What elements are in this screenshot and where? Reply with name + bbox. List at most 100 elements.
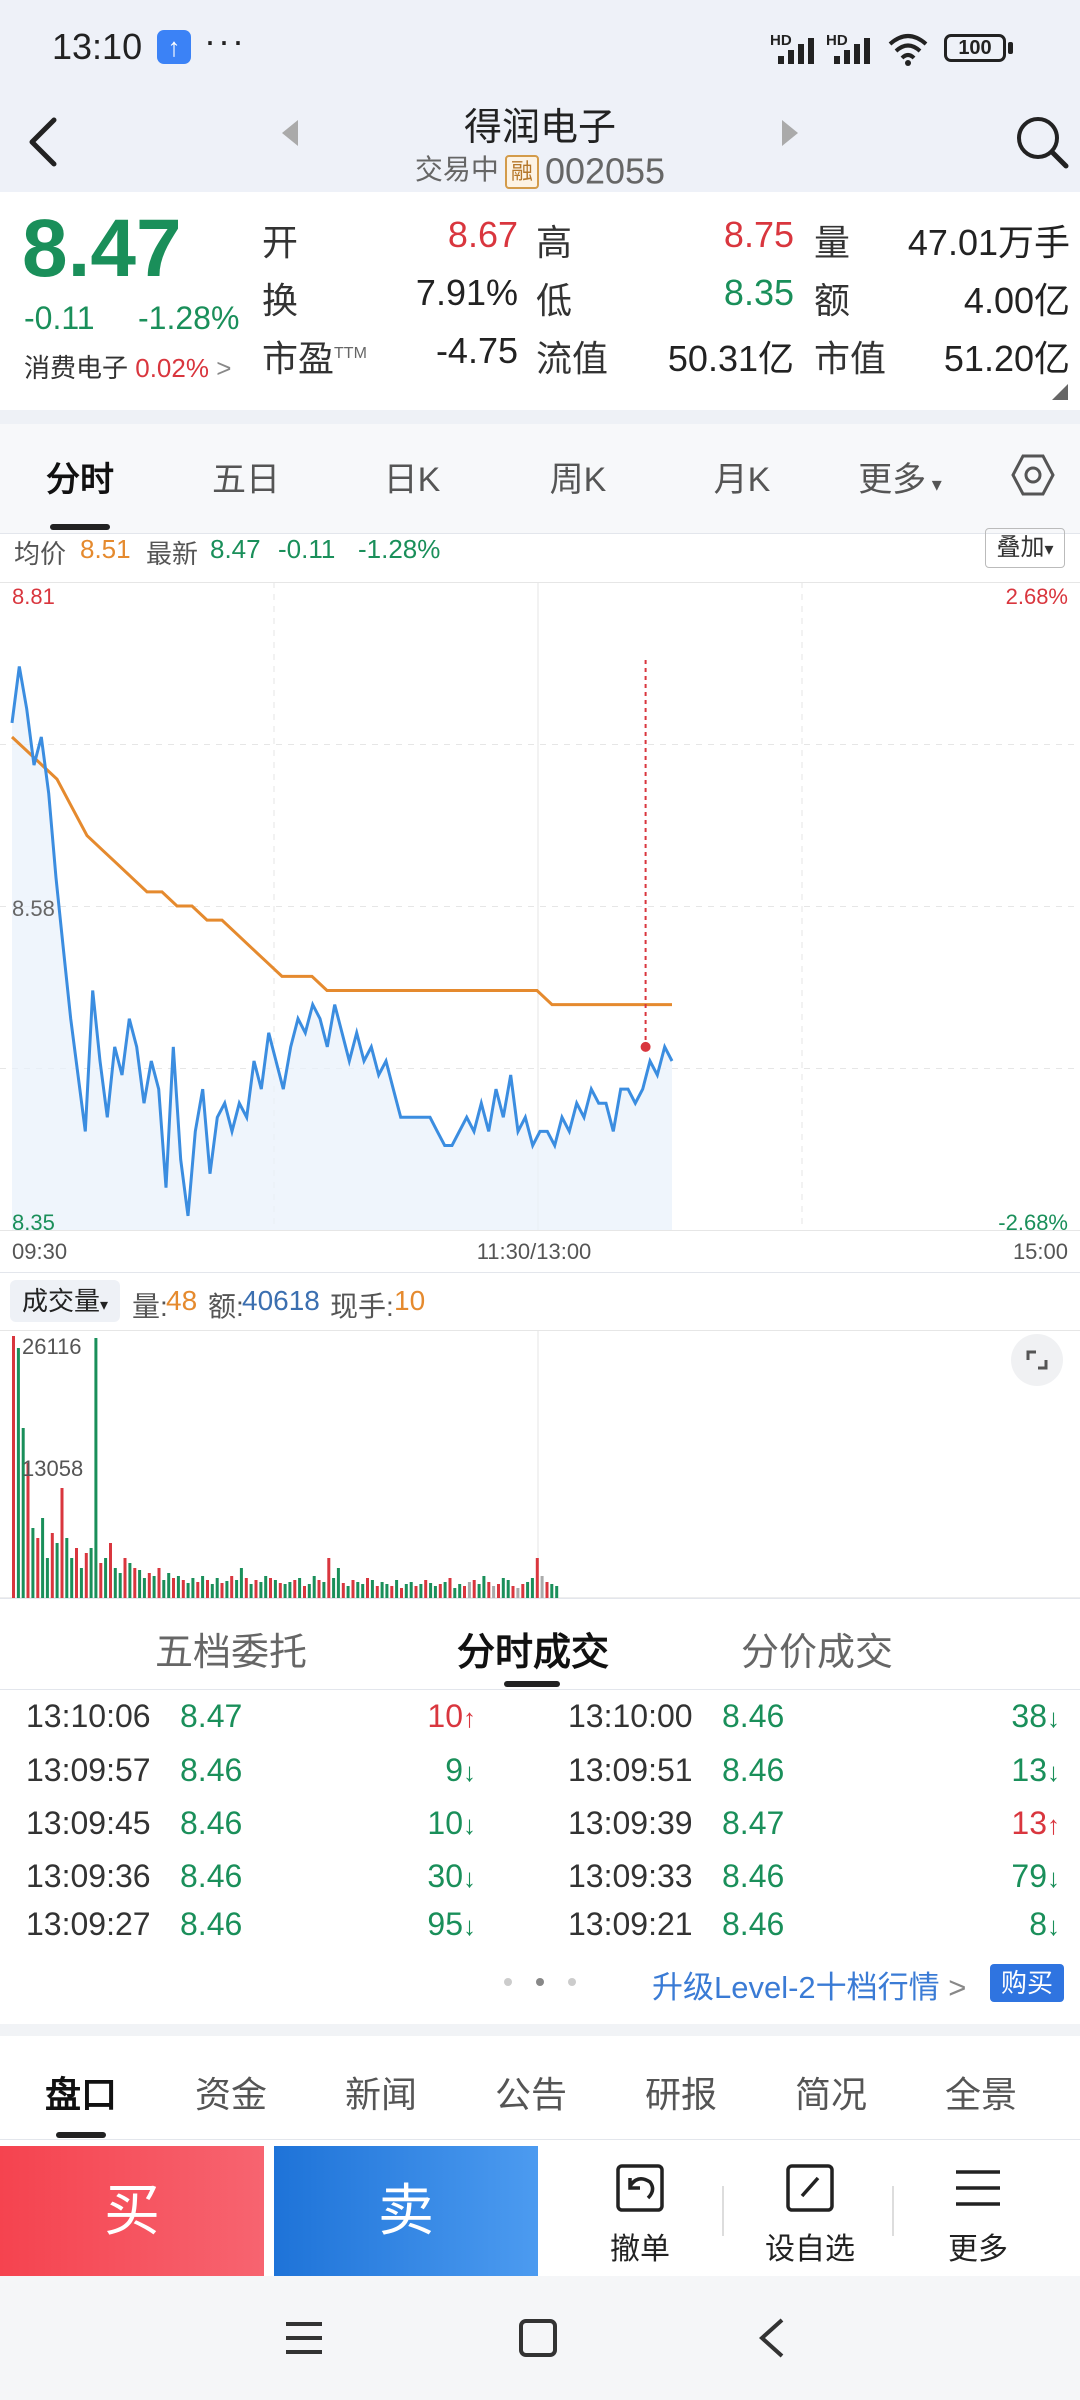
detail-tabs: 盘口 资金 新闻 公告 研报 简况 全景 (0, 2036, 1080, 2140)
search-icon[interactable] (1012, 112, 1072, 172)
back-arrow-icon[interactable] (20, 112, 70, 172)
arrow-down-icon: ↓ (1047, 1863, 1060, 1893)
tick-trade-row: 13:10:00 8.46 38↓ (568, 1698, 1068, 1750)
trade-volume: 8↓ (1029, 1906, 1060, 1942)
indicator-label: 成交量 (21, 1286, 100, 1316)
vol-max-label: 26116 (22, 1334, 82, 1359)
chart-settings-icon[interactable] (1010, 452, 1056, 498)
quote-field-value: 8.35 (723, 272, 794, 313)
trade-price: 8.46 (722, 1906, 785, 1942)
tab-news[interactable]: 新闻 (344, 2074, 417, 2115)
trade-volume: 79↓ (1011, 1858, 1060, 1894)
home-icon[interactable] (518, 2318, 558, 2358)
page-indicator (500, 1974, 580, 1986)
sell-button[interactable]: 卖 (274, 2146, 538, 2276)
tab-more[interactable]: 更多 ▾ (840, 452, 960, 501)
tab-overview[interactable]: 全景 (944, 2074, 1017, 2115)
indicator-dropdown[interactable]: 成交量▾ (10, 1280, 120, 1322)
latest-label: 最新 (146, 539, 199, 569)
tab-weekly-k[interactable]: 周K (549, 461, 607, 499)
trade-time: 13:10:06 (26, 1698, 151, 1734)
purchase-button[interactable]: 购买 (990, 1964, 1064, 2002)
last-price: 8.47 (22, 203, 182, 294)
pct-max-label: 2.68% (1006, 584, 1068, 609)
trade-price: 8.46 (180, 1752, 243, 1788)
info-change: -0.11 (278, 534, 336, 564)
add-watchlist-label: 设自选 (765, 2233, 855, 2266)
quote-field-value: 50.31亿 (667, 338, 794, 379)
trade-time: 13:09:27 (26, 1906, 151, 1942)
quote-field-label: 额 (814, 280, 851, 321)
tick-trade-row: 13:10:06 8.47 10↑ (26, 1698, 526, 1750)
price-area (12, 666, 672, 1230)
more-actions-label: 更多 (948, 2233, 1008, 2266)
intraday-price-chart[interactable]: B 8.81 8.58 8.35 2.68% -2.68% 09:30 11:3… (0, 582, 1080, 1272)
tab-daily-k[interactable]: 日K (383, 461, 441, 499)
section-divider (0, 410, 1080, 424)
expand-corner-icon[interactable] (1052, 384, 1068, 400)
status-time: 13:10 (52, 26, 143, 67)
current-value: 10 (394, 1285, 426, 1316)
system-back-icon[interactable] (756, 2318, 786, 2358)
cellular-signal-icon (778, 38, 814, 64)
upgrade-level2-link[interactable]: 升级Level-2十档行情 > (652, 1962, 966, 2007)
quote-field-label: 量 (814, 222, 851, 263)
vol-label: 量: (132, 1291, 168, 1322)
trade-price: 8.46 (722, 1698, 785, 1734)
tab-announcements[interactable]: 公告 (494, 2074, 567, 2115)
fullscreen-button[interactable] (1011, 1334, 1063, 1386)
arrow-down-icon: ↓ (463, 1911, 476, 1941)
arrow-down-icon: ↓ (1047, 1911, 1060, 1941)
battery-tip (1008, 42, 1013, 54)
time-end-label: 15:00 (1013, 1239, 1068, 1264)
buy-marker[interactable]: B (630, 582, 662, 1052)
tab-five-day[interactable]: 五日 (212, 461, 280, 499)
tick-trade-row: 13:09:21 8.46 8↓ (568, 1906, 1068, 1958)
recent-apps-icon[interactable] (284, 2320, 324, 2356)
overlay-dropdown[interactable]: 叠加▾ (985, 528, 1065, 568)
sector-name: 消费电子 (24, 353, 129, 383)
add-watchlist-button[interactable]: 设自选 (730, 2160, 890, 2268)
more-actions-button[interactable]: 更多 (898, 2160, 1058, 2268)
trade-price: 8.46 (180, 1805, 243, 1841)
price-change-pct: -1.28% (138, 300, 240, 336)
tab-research[interactable]: 研报 (644, 2074, 717, 2115)
tab-intraday[interactable]: 分时 (46, 461, 114, 499)
tab-monthly-k[interactable]: 月K (713, 461, 771, 499)
trade-time: 13:09:39 (568, 1805, 693, 1841)
sector-link[interactable]: 消费电子 0.02% > (24, 348, 231, 385)
time-start-label: 09:30 (12, 1239, 67, 1264)
chevron-right-icon: > (216, 353, 232, 383)
cancel-order-button[interactable]: 撤单 (560, 2160, 720, 2268)
trade-tab-indicator (504, 1681, 560, 1687)
more-notifications-icon: ··· (204, 20, 246, 61)
y-mid-label: 8.58 (12, 896, 55, 921)
volume-chart[interactable]: 26116 13058 (0, 1330, 1080, 1600)
trade-time: 13:09:51 (568, 1752, 693, 1788)
tab-profile[interactable]: 简况 (794, 2074, 867, 2115)
prev-stock-icon[interactable] (282, 120, 298, 146)
action-separator-2 (892, 2186, 894, 2236)
margin-trading-badge: 融 (504, 154, 539, 189)
tab-tick-trades[interactable]: 分时成交 (456, 1632, 609, 1674)
caret-down-icon: ▾ (1044, 539, 1054, 559)
trade-price: 8.46 (722, 1752, 785, 1788)
quote-field-value: 4.00亿 (963, 280, 1070, 321)
tab-funds[interactable]: 资金 (194, 2074, 267, 2115)
trade-time: 13:10:00 (568, 1698, 693, 1734)
tab-price-volume[interactable]: 分价成交 (740, 1632, 893, 1674)
tab-order-book[interactable]: 五档委托 (154, 1632, 307, 1674)
tab-handicap[interactable]: 盘口 (44, 2074, 117, 2115)
tick-trade-row: 13:09:33 8.46 79↓ (568, 1858, 1068, 1910)
chart-period-tabs: 分时 五日 日K 周K 月K 更多 ▾ (0, 424, 1080, 534)
quote-field-label: 市值 (814, 338, 887, 379)
y-min-label: 8.35 (12, 1210, 55, 1235)
next-stock-icon[interactable] (782, 120, 798, 146)
caret-down-icon: ▾ (99, 1297, 109, 1314)
buy-button[interactable]: 买 (0, 2146, 264, 2276)
arrow-down-icon: ↓ (1047, 1757, 1060, 1787)
tab-more-label: 更多 (858, 461, 927, 499)
info-change-pct: -1.28% (358, 534, 441, 564)
upload-notification-icon: ↑ (157, 30, 191, 64)
amount-label: 额: (208, 1291, 244, 1322)
